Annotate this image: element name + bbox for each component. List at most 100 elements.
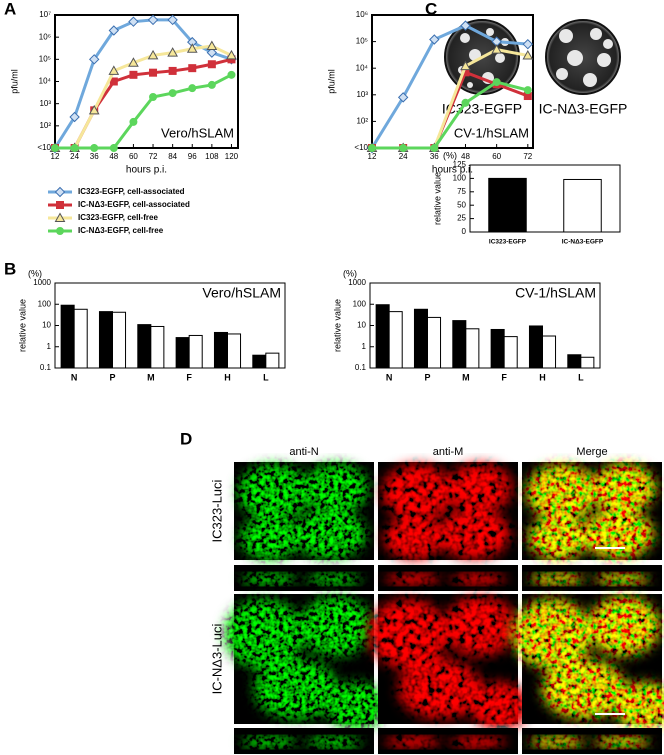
point [168,66,177,75]
point [54,212,66,222]
column-label: Merge [576,446,607,458]
point [70,144,79,152]
point [167,14,178,26]
x-axis-label: hours p.i. [126,165,167,176]
point [368,144,376,152]
point [460,20,471,31]
panel-label: B [4,259,16,278]
y-tick-label: 25 [457,214,466,223]
line [55,73,233,150]
point [460,60,471,71]
y-axis-label: relative value [332,299,342,352]
x-tick-label: 72 [523,152,532,161]
x-tick-label: 108 [205,152,219,161]
point [149,68,158,77]
plaque-label: IC-NΔ3-EGFP [539,101,628,117]
plot-frame [469,164,621,233]
point [206,47,218,58]
bar [188,334,203,369]
point [188,64,197,73]
point [56,201,64,209]
bar [213,331,228,369]
x-tick-label: 12 [368,152,377,161]
point [88,104,100,115]
bar [465,328,480,369]
bar [112,311,127,369]
y-tick-label: 1 [362,342,367,351]
bar [137,324,152,369]
y-tick-label: 10³ [39,99,51,108]
bar [227,333,242,369]
point [207,80,216,89]
bar [98,311,113,369]
y-axis-label: relative value [17,299,27,352]
bar [488,177,527,233]
y-axis-label: relative value [432,172,442,225]
bar [542,335,557,369]
x-tick-label: N [386,372,393,382]
annotation: Vero/hSLAM [202,285,281,301]
point [89,54,100,65]
x-tick-label: 12 [51,152,60,161]
point [149,92,158,101]
microscopy [224,462,664,754]
point [429,34,440,45]
bar [563,178,602,233]
point [108,25,120,36]
line [372,80,529,150]
point [523,86,532,95]
column-label: anti-N [289,446,318,458]
bar [73,308,88,369]
annotation: CV-1/hSLAM [454,125,529,140]
y-tick-label: 10⁴ [356,63,369,72]
x-tick-label: F [501,372,507,382]
bar [388,311,403,369]
x-tick-label: M [462,372,470,382]
x-axis-label: hours p.i. [432,165,473,176]
y-tick-label: 1000 [33,278,51,287]
y-tick-label: 1000 [348,278,366,287]
x-tick-label: 84 [168,152,177,161]
panel-label: C [425,0,437,18]
y-tick-label: 0 [462,227,467,236]
y-axis-label: pfu/ml [326,69,336,94]
x-tick-label: P [109,372,115,382]
x-tick-label: 48 [461,152,470,161]
y-tick-label: 75 [457,187,466,196]
y-tick-label: 100 [453,174,467,183]
point [56,227,64,235]
point [147,49,159,60]
x-tick-label: H [539,372,546,382]
bar [490,328,505,369]
line [55,44,233,150]
y-tick-label: 10 [42,321,51,330]
point [167,47,178,57]
bar [503,336,518,369]
point [128,16,139,27]
point [109,77,118,86]
point [399,144,408,152]
point [168,89,177,98]
y-tick-label: 10⁵ [39,54,51,63]
point [54,186,66,198]
bar [452,320,467,369]
point [492,78,501,87]
annotation: CV-1/hSLAM [515,285,596,301]
y-tick-label: 10⁶ [356,10,368,19]
y-tick-label: 125 [453,160,467,169]
x-tick-label: 96 [188,152,197,161]
point [522,38,534,50]
x-tick-label: 24 [399,152,408,161]
point [128,57,139,67]
row-label: IC-NΔ3-Luci [209,623,224,694]
x-tick-label: 24 [70,152,79,161]
point [186,43,198,53]
x-tick-label: N [71,372,78,382]
point [522,49,534,60]
x-tick-label: L [578,372,584,382]
y-tick-label: 10⁶ [39,32,51,41]
row-label: IC323-Luci [209,479,224,542]
x-tick-label: IC-NΔ3-EGFP [562,239,604,246]
panel-label: D [180,429,192,448]
